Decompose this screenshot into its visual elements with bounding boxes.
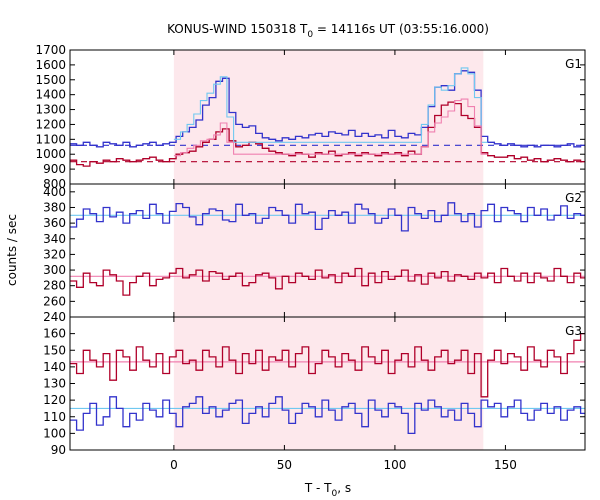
panel-label: G2	[565, 191, 582, 205]
y-tick-label: 1600	[35, 58, 66, 72]
y-tick-label: 150	[43, 343, 66, 357]
y-tick-label: 340	[43, 232, 66, 246]
x-axis-label: T - T0, s	[304, 481, 351, 499]
y-tick-label: 140	[43, 360, 66, 374]
y-tick-label: 280	[43, 279, 66, 293]
series-line-lightblue	[173, 67, 488, 143]
y-tick-label: 90	[51, 443, 66, 457]
series-line-blue	[70, 396, 585, 435]
y-tick-label: 1400	[35, 88, 66, 102]
x-tick-label: 150	[494, 458, 517, 472]
y-axis-label: counts / sec	[5, 214, 19, 286]
y-tick-label: 1200	[35, 117, 66, 131]
highlight-interval	[173, 50, 484, 450]
series-line-blue	[70, 70, 585, 148]
y-tick-label: 260	[43, 294, 66, 308]
panel-label: G1	[565, 57, 582, 71]
x-tick-label: 100	[383, 458, 406, 472]
y-tick-label: 900	[43, 162, 66, 176]
y-tick-label: 1500	[35, 73, 66, 87]
x-tick-label: 0	[170, 458, 178, 472]
y-tick-label: 110	[43, 410, 66, 424]
y-tick-label: 800	[43, 177, 66, 191]
y-tick-label: 400	[43, 185, 66, 199]
y-tick-label: 120	[43, 393, 66, 407]
y-tick-label: 240	[43, 310, 66, 324]
panel-label: G3	[565, 324, 582, 338]
y-tick-label: 1000	[35, 147, 66, 161]
y-tick-label: 1300	[35, 103, 66, 117]
y-tick-label: 130	[43, 377, 66, 391]
series-line-red	[70, 267, 585, 296]
x-tick-label: 50	[277, 458, 292, 472]
panel-g3: 90 100 110 120 130 140 150 160 G3	[43, 316, 586, 457]
series-line-blue	[70, 202, 585, 232]
y-tick-label: 160	[43, 327, 66, 341]
y-tick-label: 320	[43, 247, 66, 261]
series-line-pink	[173, 98, 488, 157]
y-tick-label: 380	[43, 200, 66, 214]
y-tick-label: 1100	[35, 132, 66, 146]
y-tick-label: 100	[43, 426, 66, 440]
y-tick-label: 1700	[35, 43, 66, 57]
series-line-red	[70, 332, 585, 398]
y-tick-label: 300	[43, 263, 66, 277]
chart-title: KONUS-WIND 150318 T0 = 14116s UT (03:55:…	[167, 22, 489, 40]
y-tick-label: 360	[43, 216, 66, 230]
